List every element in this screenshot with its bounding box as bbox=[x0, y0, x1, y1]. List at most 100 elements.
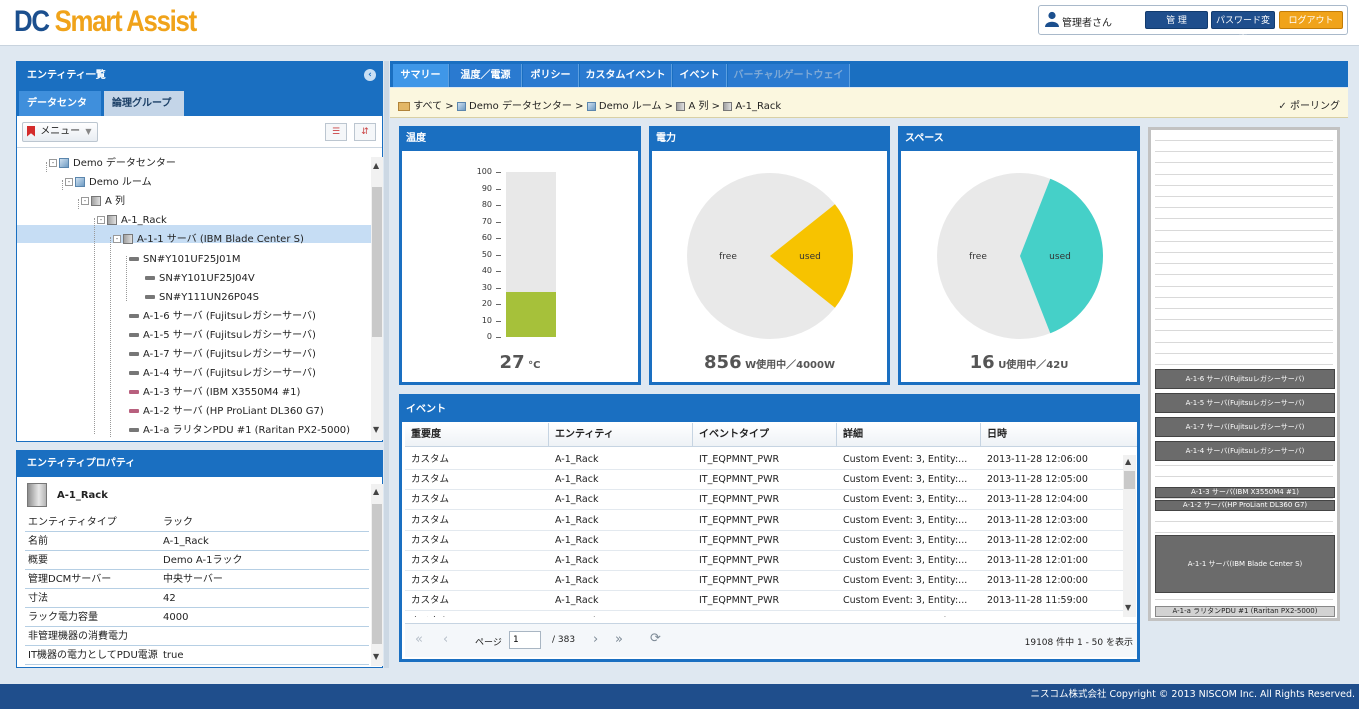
tree-scrollbar[interactable]: ▲ ▼ bbox=[371, 157, 383, 440]
user-name: 管理者さん bbox=[1062, 18, 1112, 29]
tree-node[interactable]: A-1-6 サーバ (Fujitsuレガシーサーバ) bbox=[129, 308, 316, 325]
tree-node[interactable]: SN#Y101UF25J04V bbox=[145, 270, 255, 287]
breadcrumb-item[interactable]: A 列 bbox=[688, 101, 709, 112]
breadcrumb-item[interactable]: Demo データセンター bbox=[469, 101, 572, 112]
tree-node[interactable]: SN#Y101UF25J01M bbox=[129, 251, 241, 268]
breadcrumb-item[interactable]: A-1_Rack bbox=[735, 101, 782, 112]
tree-node[interactable]: - Demo ルーム bbox=[65, 174, 152, 191]
temperature-tick-label: 90 bbox=[470, 184, 501, 193]
tree-toggle-icon[interactable]: - bbox=[97, 216, 105, 225]
tree-node[interactable]: A-1-2 サーバ (HP ProLiant DL360 G7) bbox=[129, 403, 324, 420]
polling-checkbox[interactable]: ✓ ポーリング bbox=[1278, 101, 1340, 112]
rack-slot-line bbox=[1155, 520, 1333, 522]
column-detail[interactable]: 詳細 bbox=[837, 423, 981, 447]
properties-scrollbar[interactable]: ▲ ▼ bbox=[371, 484, 383, 666]
event-cell: カスタム bbox=[411, 454, 450, 465]
prev-page-icon[interactable]: ‹ bbox=[443, 632, 449, 647]
tab-custom-event[interactable]: カスタムイベント bbox=[580, 64, 672, 87]
tree-node[interactable]: - A-1_Rack bbox=[97, 212, 167, 229]
collapse-icon[interactable]: ‹ bbox=[364, 69, 376, 81]
events-scrollbar[interactable]: ▲ ▼ bbox=[1123, 455, 1136, 617]
tree-toggle-icon[interactable]: - bbox=[81, 197, 89, 206]
tab-logical-group[interactable]: 論理グループ bbox=[104, 91, 184, 116]
next-page-icon[interactable]: › bbox=[593, 632, 599, 647]
change-password-button[interactable]: パスワード変更 bbox=[1211, 11, 1275, 44]
tree-node[interactable]: A-1-7 サーバ (Fujitsuレガシーサーバ) bbox=[129, 346, 316, 363]
tab-virtual-gateway[interactable]: バーチャルゲートウェイ bbox=[728, 64, 850, 87]
property-row: 概要 Demo A-1ラック bbox=[25, 551, 369, 570]
event-row[interactable]: カスタム A-1_Rack IT_EQPMNT_PWR Custom Event: 3… bbox=[405, 612, 1123, 617]
entity-list-header: エンティティ一覧 ‹ bbox=[17, 62, 382, 87]
rack-device[interactable]: A-1-4 サーバ(Fujitsuレガシーサーバ) bbox=[1155, 441, 1335, 461]
refresh-icon[interactable]: ⟳ bbox=[650, 631, 661, 646]
event-row[interactable]: カスタム A-1_Rack IT_EQPMNT_PWR Custom Event: 3… bbox=[405, 511, 1123, 531]
tree-node[interactable]: - A-1-1 サーバ (IBM Blade Center S) bbox=[113, 231, 304, 248]
rack-device[interactable]: A-1-5 サーバ(Fujitsuレガシーサーバ) bbox=[1155, 393, 1335, 413]
space-widget: スペース used free 16 U使用中／42U bbox=[898, 126, 1140, 385]
page-input[interactable] bbox=[509, 631, 541, 649]
rack-device[interactable]: A-1-1 サーバ(IBM Blade Center S) bbox=[1155, 535, 1335, 593]
scroll-down-icon[interactable]: ▼ bbox=[373, 425, 380, 434]
entity-properties-header: エンティティプロパティ bbox=[17, 451, 382, 477]
tree-node[interactable]: A-1-3 サーバ (IBM X3550M4 #1) bbox=[129, 384, 300, 401]
events-scrollbar-thumb[interactable] bbox=[1124, 471, 1135, 489]
tree-node[interactable]: A-1-a ラリタンPDU #1 (Raritan PX2-5000) bbox=[129, 422, 350, 439]
properties-scrollbar-thumb[interactable] bbox=[372, 504, 382, 644]
tree-scrollbar-thumb[interactable] bbox=[372, 187, 382, 337]
tree-node[interactable]: A-1-5 サーバ (Fujitsuレガシーサーバ) bbox=[129, 327, 316, 344]
tree-node[interactable]: SN#Y111UN26P04S bbox=[145, 289, 259, 306]
scroll-down-icon[interactable]: ▼ bbox=[373, 652, 380, 661]
tree-toggle-icon[interactable]: - bbox=[65, 178, 73, 187]
event-row[interactable]: カスタム A-1_Rack IT_EQPMNT_PWR Custom Event: 3… bbox=[405, 490, 1123, 511]
tab-temperature-power[interactable]: 温度／電源 bbox=[450, 64, 522, 87]
scroll-down-icon[interactable]: ▼ bbox=[1125, 603, 1132, 612]
tab-datacenter[interactable]: データセンター bbox=[19, 91, 101, 134]
rack-device[interactable]: A-1-2 サーバ(HP ProLiant DL360 G7) bbox=[1155, 500, 1335, 511]
column-event-type[interactable]: イベントタイプ bbox=[693, 423, 837, 447]
tab-event[interactable]: イベント bbox=[673, 64, 727, 87]
column-entity[interactable]: エンティティ bbox=[549, 423, 693, 447]
scroll-up-icon[interactable]: ▲ bbox=[373, 161, 380, 170]
scroll-up-icon[interactable]: ▲ bbox=[1125, 457, 1132, 466]
event-row[interactable]: カスタム A-1_Rack IT_EQPMNT_PWR Custom Event: 3… bbox=[405, 470, 1123, 491]
property-row: エンティティタイプ ラック bbox=[25, 513, 369, 532]
property-row: 管理DCMサーバー 中央サーバー bbox=[25, 570, 369, 589]
column-datetime[interactable]: 日時 bbox=[987, 429, 1007, 440]
panel-splitter[interactable] bbox=[384, 61, 389, 668]
rack-device[interactable]: A-1-a ラリタンPDU #1 (Raritan PX2-5000) bbox=[1155, 606, 1335, 617]
rack-device[interactable]: A-1-3 サーバ(IBM X3550M4 #1) bbox=[1155, 487, 1335, 498]
tree-toggle-icon[interactable]: - bbox=[49, 159, 57, 167]
tab-policy[interactable]: ポリシー bbox=[523, 64, 579, 87]
breadcrumb-item[interactable]: すべて bbox=[413, 101, 443, 112]
event-row[interactable]: カスタム A-1_Rack IT_EQPMNT_PWR Custom Event: 3… bbox=[405, 551, 1123, 571]
last-page-icon[interactable]: » bbox=[615, 632, 623, 647]
expand-all-icon[interactable]: ☰ bbox=[325, 123, 347, 141]
logout-button[interactable]: ログアウト bbox=[1279, 11, 1343, 29]
menu-button[interactable]: メニュー ▼ bbox=[22, 122, 98, 142]
rack-icon bbox=[107, 215, 117, 226]
rack-device[interactable]: A-1-6 サーバ(Fujitsuレガシーサーバ) bbox=[1155, 369, 1335, 389]
breadcrumb-item[interactable]: Demo ルーム bbox=[598, 101, 662, 112]
property-row: 非管理機器の消費電力 bbox=[25, 627, 369, 646]
tree-node[interactable]: -A 列 bbox=[81, 193, 125, 210]
tab-summary[interactable]: サマリー bbox=[393, 64, 449, 87]
event-row[interactable]: カスタム A-1_Rack IT_EQPMNT_PWR Custom Event: 3… bbox=[405, 450, 1123, 470]
entity-tree: - Demo データセンター - Demo ルーム - A 列 - A-1_Rack - A-1-… bbox=[17, 152, 371, 442]
scroll-up-icon[interactable]: ▲ bbox=[373, 487, 380, 496]
rack-device[interactable]: A-1-7 サーバ(Fujitsuレガシーサーバ) bbox=[1155, 417, 1335, 437]
event-cell: カスタム bbox=[411, 534, 450, 546]
event-row[interactable]: カスタム A-1_Rack IT_EQPMNT_PWR Custom Event: 3… bbox=[405, 531, 1123, 551]
tree-node[interactable]: A-1-4 サーバ (Fujitsuレガシーサーバ) bbox=[129, 365, 316, 382]
event-row[interactable]: カスタム A-1_Rack IT_EQPMNT_PWR Custom Event: 3… bbox=[405, 591, 1123, 612]
event-cell: カスタム bbox=[411, 555, 450, 566]
tree-toggle-icon[interactable]: - bbox=[113, 235, 121, 244]
event-cell: 2013-11-28 11:59:00 bbox=[987, 595, 1088, 607]
manage-button[interactable]: 管 理 bbox=[1145, 11, 1208, 29]
tree-node[interactable]: - Demo データセンター bbox=[49, 155, 176, 172]
first-page-icon[interactable]: « bbox=[415, 632, 423, 647]
event-row[interactable]: カスタム A-1_Rack IT_EQPMNT_PWR Custom Event: 3… bbox=[405, 571, 1123, 592]
column-severity[interactable]: 重要度 bbox=[405, 423, 549, 447]
collapse-all-icon[interactable]: ⇵ bbox=[354, 123, 376, 141]
event-cell: 2013-11-28 12:00:00 bbox=[987, 575, 1088, 587]
rack-slot-line bbox=[1155, 476, 1333, 477]
